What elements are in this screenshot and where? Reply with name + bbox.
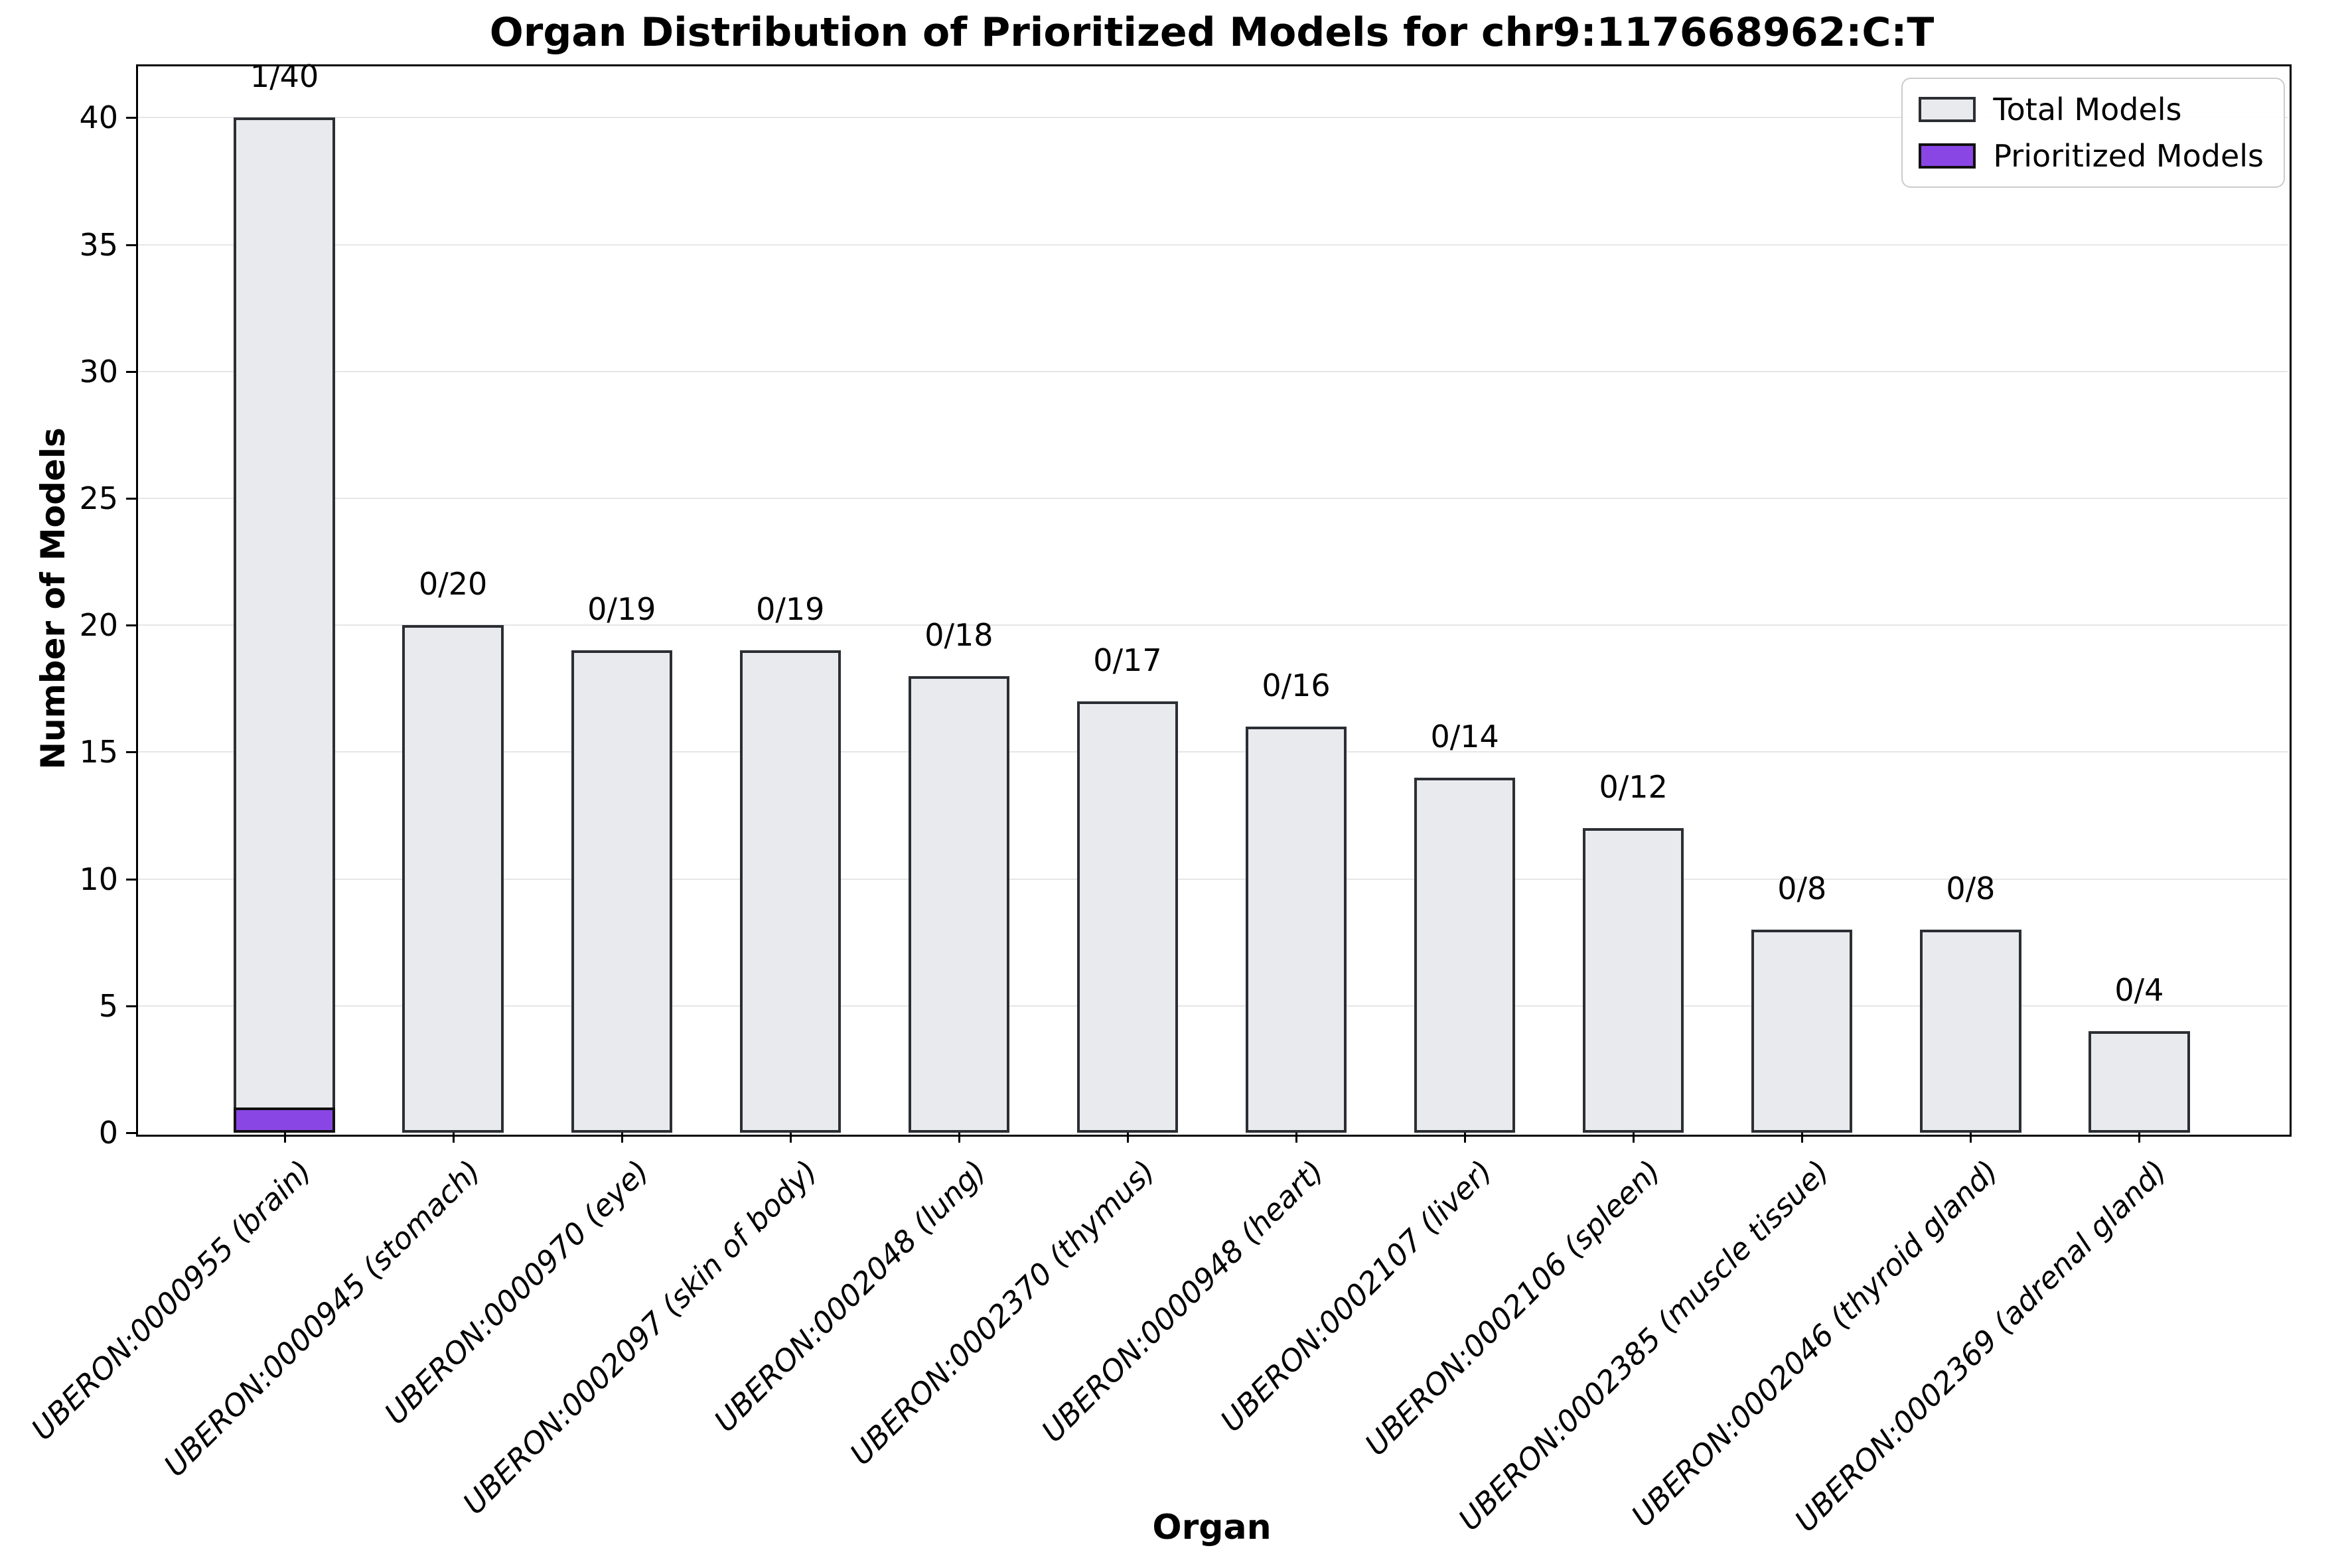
x-tick-label: UBERON:0002385 (muscle tissue)	[1451, 1153, 1836, 1538]
y-axis-label: Number of Models	[34, 427, 72, 770]
y-tick-mark	[126, 624, 136, 627]
grid-line	[138, 244, 2288, 246]
total-bar	[1582, 828, 1684, 1133]
total-bar	[1751, 930, 1853, 1133]
x-tick-label: UBERON:0002106 (spleen)	[1358, 1153, 1668, 1462]
x-tick-label: UBERON:0000945 (stomach)	[157, 1153, 488, 1484]
grid-line	[138, 1005, 2288, 1007]
x-tick-mark	[452, 1133, 455, 1143]
x-tick-mark	[789, 1133, 792, 1143]
x-tick-label: UBERON:0002048 (lung)	[707, 1153, 993, 1439]
grid-line	[138, 497, 2288, 499]
y-tick-mark	[126, 751, 136, 754]
y-tick-label: 30	[79, 353, 118, 390]
legend-label: Total Models	[1993, 92, 2182, 127]
total-models-swatch	[1919, 97, 1976, 122]
legend: Total Models Prioritized Models	[1901, 78, 2285, 188]
y-tick-label: 25	[79, 480, 118, 516]
y-tick-mark	[126, 497, 136, 500]
x-tick-mark	[621, 1133, 623, 1143]
bar-value-label: 1/40	[250, 58, 319, 95]
x-tick-mark	[1970, 1133, 1972, 1143]
y-tick-mark	[126, 1005, 136, 1007]
x-tick-label: UBERON:0002370 (thymus)	[843, 1153, 1162, 1472]
x-tick-label: UBERON:0000955 (brain)	[25, 1153, 319, 1447]
y-tick-mark	[126, 1132, 136, 1134]
x-tick-mark	[1295, 1133, 1298, 1143]
legend-label: Prioritized Models	[1993, 138, 2264, 174]
bar-value-label: 0/19	[756, 591, 825, 628]
bar-value-label: 0/18	[924, 616, 993, 653]
bar-value-label: 0/12	[1599, 769, 1668, 806]
x-tick-mark	[1633, 1133, 1635, 1143]
total-bar	[908, 676, 1010, 1133]
grid-line	[138, 370, 2288, 372]
y-tick-label: 5	[98, 987, 118, 1024]
y-tick-label: 35	[79, 226, 118, 263]
bar-value-label: 0/8	[1777, 871, 1827, 907]
x-tick-mark	[1126, 1133, 1129, 1143]
y-tick-label: 0	[98, 1115, 118, 1151]
x-tick-label: UBERON:0002097 (skin of body)	[456, 1153, 825, 1522]
x-tick-mark	[2138, 1133, 2141, 1143]
x-axis-label: Organ	[1152, 1508, 1272, 1547]
x-tick-mark	[283, 1133, 286, 1143]
bar-value-label: 0/17	[1093, 642, 1162, 678]
x-tick-mark	[1801, 1133, 1804, 1143]
y-tick-label: 15	[79, 734, 118, 770]
total-bar	[1245, 727, 1347, 1133]
y-tick-mark	[126, 244, 136, 246]
grid-line	[138, 878, 2288, 880]
x-tick-label: UBERON:0002107 (liver)	[1213, 1153, 1499, 1439]
total-bar	[1920, 930, 2021, 1133]
grid-line	[138, 624, 2288, 626]
total-bar	[1076, 701, 1179, 1133]
y-tick-mark	[126, 370, 136, 373]
total-bar	[1414, 777, 1516, 1133]
y-tick-mark	[126, 878, 136, 881]
bar-value-label: 0/20	[419, 566, 488, 603]
x-tick-label: UBERON:0002369 (adrenal gland)	[1787, 1153, 2173, 1539]
x-tick-label: UBERON:0000948 (heart)	[1034, 1153, 1331, 1449]
x-tick-label: UBERON:0002046 (thyroid gland)	[1624, 1153, 2005, 1534]
bar-value-label: 0/4	[2114, 972, 2164, 1009]
prioritized-bar	[234, 1107, 335, 1133]
prioritized-models-swatch	[1919, 143, 1976, 169]
total-bar	[739, 650, 842, 1133]
legend-item-prioritized-models: Prioritized Models	[1919, 139, 2264, 173]
legend-item-total-models: Total Models	[1919, 92, 2264, 127]
bar-value-label: 0/8	[1946, 871, 1996, 907]
bar-value-label: 0/16	[1262, 668, 1331, 704]
grid-line	[138, 117, 2288, 119]
total-bar	[571, 650, 672, 1133]
bar-value-label: 0/14	[1430, 718, 1499, 754]
total-bar	[2089, 1031, 2190, 1133]
x-tick-mark	[1464, 1133, 1467, 1143]
total-bar	[402, 625, 504, 1133]
y-tick-label: 10	[79, 861, 118, 897]
y-tick-label: 40	[79, 100, 118, 136]
x-tick-mark	[958, 1133, 960, 1143]
y-tick-label: 20	[79, 607, 118, 644]
grid-line	[138, 751, 2288, 753]
total-bar	[234, 117, 335, 1133]
bar-value-label: 0/19	[587, 591, 656, 628]
chart-title: Organ Distribution of Prioritized Models…	[489, 9, 1935, 56]
y-tick-mark	[126, 117, 136, 119]
